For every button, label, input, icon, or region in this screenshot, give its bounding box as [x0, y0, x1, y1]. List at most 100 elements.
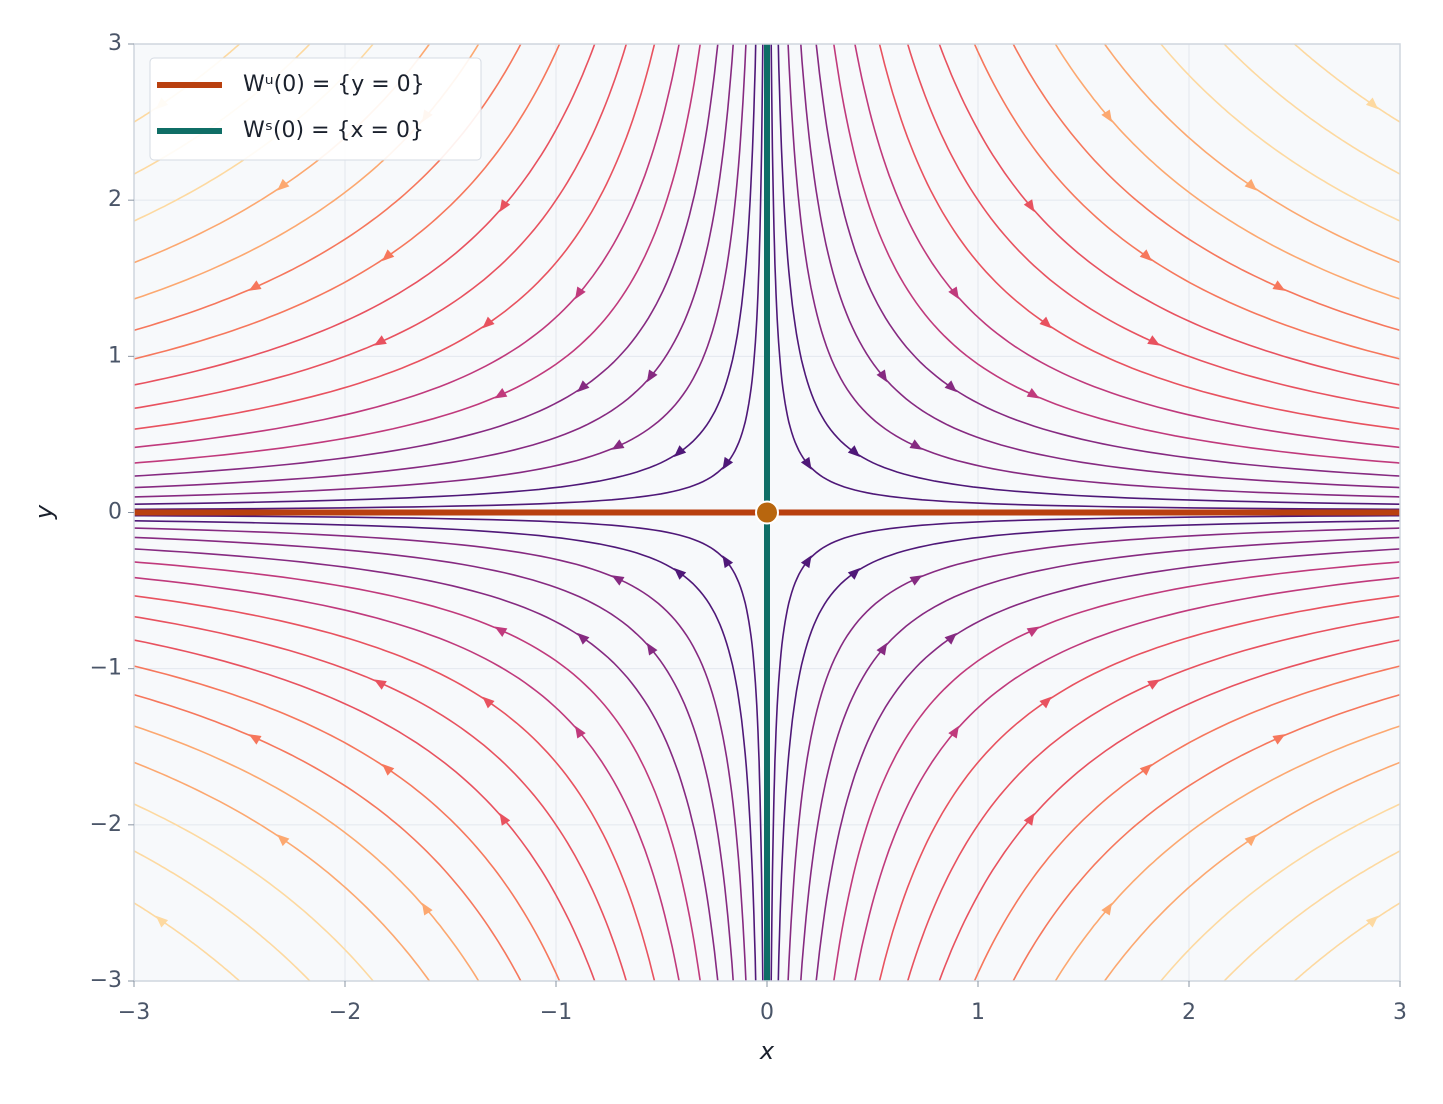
y-tick-label: −1: [90, 656, 122, 681]
stream-arrow: [1101, 109, 1113, 123]
stream-arrow: [277, 178, 290, 191]
y-tick-label: −2: [90, 812, 122, 837]
stream-arrow: [673, 445, 687, 458]
stream-arrow: [1365, 97, 1379, 110]
streamline: [134, 901, 241, 981]
streamline: [938, 639, 1400, 981]
streamline: [134, 44, 656, 431]
streamline: [134, 536, 734, 981]
stream-arrow: [155, 915, 169, 928]
streamline: [878, 44, 1400, 431]
streamline: [1012, 44, 1400, 332]
stream-arrow: [1272, 734, 1286, 745]
streamline: [787, 527, 1400, 981]
equilibrium-point: [755, 500, 779, 525]
stream-arrow: [1365, 915, 1379, 928]
x-tick-label: 3: [1393, 1000, 1407, 1025]
stream-arrow: [1101, 902, 1113, 916]
stream-arrow: [482, 696, 495, 709]
streamline: [878, 594, 1400, 981]
stream-arrow: [800, 555, 812, 569]
streamline: [134, 514, 764, 981]
stream-arrow: [800, 456, 812, 470]
streamline: [1103, 44, 1400, 264]
x-tick-label: −1: [540, 1000, 572, 1025]
streamline: [854, 44, 1400, 449]
stream-arrow: [646, 369, 658, 383]
stream-arrow: [499, 199, 511, 213]
stream-arrow: [611, 575, 625, 586]
stream-arrow: [575, 725, 586, 739]
legend-label: Wˢ(0) = {x = 0}: [243, 118, 424, 143]
streamline: [787, 44, 1400, 498]
streamline: [134, 849, 311, 981]
streamline: [770, 514, 1400, 981]
streamline: [134, 693, 522, 981]
stream-arrow: [382, 249, 395, 262]
streamline: [134, 44, 734, 489]
x-tick-label: −3: [118, 1000, 150, 1025]
x-tick-label: 1: [971, 1000, 985, 1025]
stream-arrow: [1039, 316, 1052, 329]
stream-arrow: [673, 567, 687, 580]
stream-arrow: [494, 626, 508, 637]
stream-arrow: [1139, 249, 1152, 262]
stream-arrow: [382, 763, 395, 776]
stream-arrow: [499, 812, 511, 826]
stream-arrow: [847, 567, 861, 580]
stream-arrow: [1023, 812, 1035, 826]
stream-arrow: [847, 445, 861, 458]
stream-arrow: [876, 642, 888, 656]
stream-arrow: [948, 286, 959, 300]
streamline: [134, 761, 431, 981]
y-tick-label: 1: [108, 343, 122, 368]
streamline: [800, 536, 1400, 981]
x-tick-label: 2: [1182, 1000, 1196, 1025]
streamline: [134, 639, 596, 981]
streamline: [1293, 44, 1400, 124]
streamline: [134, 576, 680, 981]
stream-arrow: [1147, 679, 1161, 690]
x-tick-label: −2: [329, 1000, 361, 1025]
streamline: [134, 665, 561, 981]
streamline: [1223, 849, 1400, 981]
y-tick-label: 3: [108, 31, 122, 56]
streamline: [1223, 44, 1400, 176]
x-axis-label: x: [759, 1037, 775, 1065]
streamline: [1103, 761, 1400, 981]
stream-arrow: [248, 280, 262, 291]
streamline: [973, 665, 1400, 981]
stream-arrow: [722, 456, 734, 470]
stream-arrow: [494, 388, 508, 399]
stream-arrow: [722, 555, 734, 569]
streamline: [134, 527, 747, 981]
stream-arrow: [577, 380, 590, 393]
legend: Wᵘ(0) = {y = 0} Wˢ(0) = {x = 0}: [149, 57, 482, 161]
streamline: [854, 576, 1400, 981]
stream-arrow: [575, 286, 586, 300]
stream-arrow: [876, 369, 888, 383]
streamline: [134, 725, 480, 981]
streamline: [134, 44, 596, 386]
streamline: [134, 594, 656, 981]
streamline: [134, 44, 680, 449]
streamline: [833, 561, 1400, 981]
streamline: [1160, 803, 1400, 981]
streamline: [833, 44, 1400, 464]
streamline: [134, 44, 628, 410]
stream-arrow: [277, 834, 290, 847]
streamline: [938, 44, 1400, 386]
stream-arrow: [1272, 280, 1286, 291]
streamline: [1054, 725, 1400, 981]
stream-arrow: [948, 725, 959, 739]
stream-arrow: [1026, 626, 1040, 637]
stream-arrow: [611, 439, 625, 450]
streamline: [134, 803, 374, 981]
stream-arrow: [1147, 335, 1161, 346]
streamline: [906, 44, 1400, 410]
ticks: −3 −2 −1 0 1 2 3 −3 −2 −1 0 1 2 3: [90, 31, 1407, 1025]
streamline: [770, 44, 1400, 511]
stream-arrow: [577, 632, 590, 645]
stream-arrow: [1139, 763, 1152, 776]
